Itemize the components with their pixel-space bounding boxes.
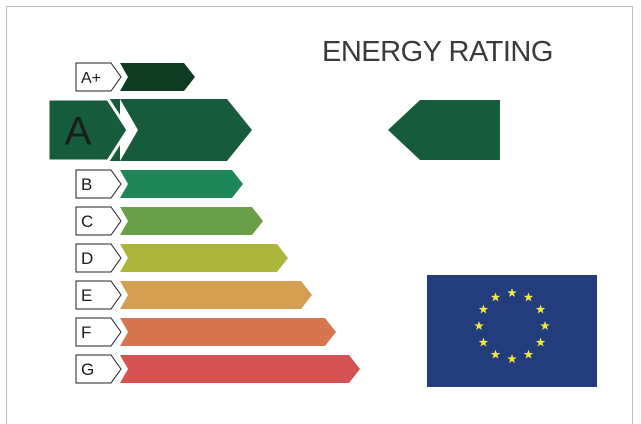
grade-tag-a-plus: [75, 62, 122, 92]
flag-star-icon: [478, 337, 489, 347]
flag-star-icon: [535, 304, 546, 314]
flag-star-icon: [490, 292, 501, 302]
grade-tag-c: [75, 206, 122, 236]
grade-bar-g: [120, 355, 360, 383]
flag-star-icon: [523, 292, 534, 302]
eu-flag-icon: [427, 275, 597, 387]
flag-star-icon: [523, 349, 534, 359]
grade-bar-f: [120, 318, 336, 346]
grade-tag-g: [75, 354, 122, 384]
flag-star-icon: [540, 321, 550, 331]
grade-tag-a: [46, 97, 130, 163]
grade-tag-e: [75, 280, 122, 310]
grade-letter-g: G: [81, 360, 94, 379]
grade-bar-c: [120, 207, 263, 235]
current-rating-arrow: [388, 100, 500, 160]
grade-tag-f: [75, 317, 122, 347]
grade-bar-b: [120, 170, 243, 198]
flag-star-icon: [478, 304, 489, 314]
grade-letter-f: F: [81, 323, 91, 342]
flag-star-icon: [535, 337, 546, 347]
grade-bar-a-plus: [120, 63, 195, 91]
grade-letter-c: C: [81, 212, 93, 231]
grade-letter-e: E: [81, 286, 92, 305]
grade-bar-d: [120, 244, 288, 272]
grade-letter-d: D: [81, 249, 93, 268]
grade-bar-a: [120, 99, 252, 161]
energy-rating-title: ENERGY RATING: [322, 36, 553, 68]
flag-star-icon: [507, 288, 517, 298]
grade-tag-b: [75, 169, 122, 199]
grade-letter-b: B: [81, 175, 92, 194]
grade-bar-e: [120, 281, 312, 309]
flag-star-icon: [474, 321, 484, 331]
grade-letter-a-plus: A+: [81, 70, 101, 87]
grade-letter-a: A: [65, 109, 92, 153]
flag-star-icon: [490, 349, 501, 359]
grade-tag-d: [75, 243, 122, 273]
flag-star-icon: [507, 354, 517, 364]
